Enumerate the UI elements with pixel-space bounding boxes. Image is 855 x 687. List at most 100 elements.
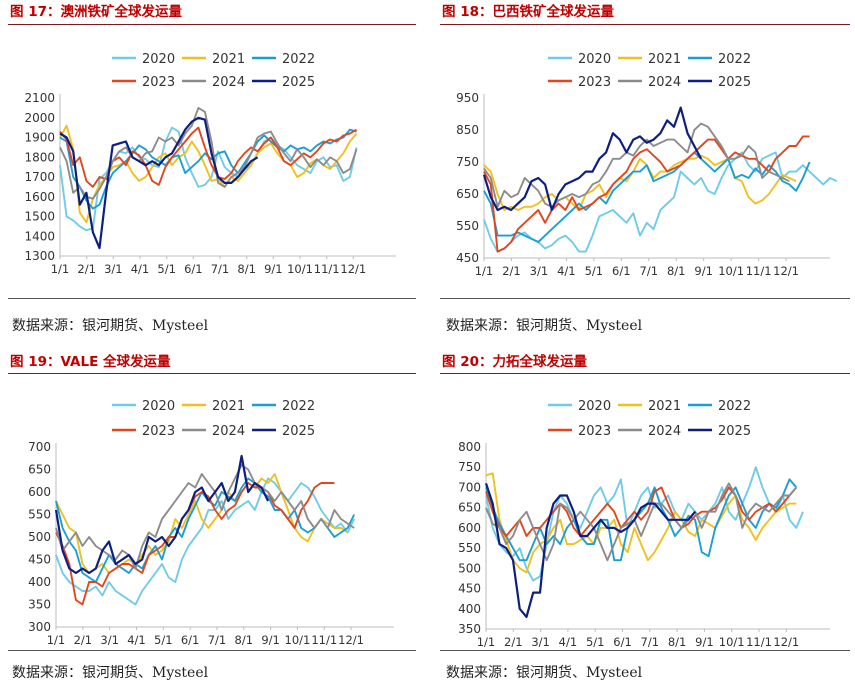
y-tick-label: 450 bbox=[458, 582, 481, 596]
series-line-2023 bbox=[485, 486, 798, 537]
bottom-rule bbox=[8, 298, 416, 299]
legend-label: 2021 bbox=[648, 52, 681, 67]
x-tick-label: 1/1 bbox=[475, 264, 494, 278]
series-line-2024 bbox=[55, 464, 355, 570]
x-tick-label: 7/1 bbox=[208, 633, 227, 647]
legend-label: 2023 bbox=[142, 75, 175, 90]
y-tick-label: 350 bbox=[458, 622, 481, 636]
x-tick-label: 10/1 bbox=[718, 264, 744, 278]
x-tick-label: 4/1 bbox=[127, 633, 146, 647]
x-tick-label: 12/1 bbox=[773, 635, 799, 649]
y-tick-label: 450 bbox=[28, 553, 51, 567]
y-tick-label: 800 bbox=[458, 440, 481, 454]
legend-label: 2020 bbox=[578, 52, 611, 67]
series-line-2024 bbox=[483, 122, 790, 208]
y-tick-label: 700 bbox=[28, 440, 51, 454]
y-tick-label: 650 bbox=[28, 463, 51, 477]
x-tick-label: 9/1 bbox=[694, 264, 713, 278]
x-tick-label: 12/1 bbox=[773, 264, 799, 278]
chart-title: 图 19：VALE 全球发运量 bbox=[10, 354, 171, 370]
x-tick-label: 5/1 bbox=[586, 635, 605, 649]
chart-title: 图 17：澳洲铁矿全球发运量 bbox=[10, 4, 182, 20]
legend-label: 2023 bbox=[142, 424, 175, 439]
x-tick-label: 3/1 bbox=[531, 635, 550, 649]
x-tick-label: 2/1 bbox=[504, 635, 523, 649]
line-chart: 350 400 450 500 550 600 650 700 750 800 1/1 2/1 3/1 4… bbox=[458, 399, 830, 649]
x-tick-label: 8/1 bbox=[237, 262, 256, 276]
y-tick-label: 2100 bbox=[24, 91, 55, 105]
y-tick-label: 750 bbox=[458, 460, 481, 474]
legend-label: 2024 bbox=[212, 424, 245, 439]
y-tick-label: 650 bbox=[456, 187, 479, 201]
y-tick-label: 400 bbox=[458, 602, 481, 616]
chart-title: 图 20：力拓全球发运量 bbox=[442, 354, 587, 370]
legend-label: 2020 bbox=[142, 399, 175, 414]
chart-panel-20: 图 20：力拓全球发运量 350 400 450 500 550 600 650 700 750… bbox=[440, 350, 850, 687]
x-tick-label: 11/1 bbox=[746, 635, 772, 649]
y-tick-label: 350 bbox=[28, 598, 51, 612]
line-chart: 1300 1400 1500 1600 1700 1800 1900 2000 2100 1/1 2… bbox=[24, 52, 396, 276]
x-tick-label: 5/1 bbox=[585, 264, 604, 278]
y-tick-label: 1800 bbox=[24, 150, 55, 164]
y-tick-label: 700 bbox=[458, 480, 481, 494]
y-tick-label: 550 bbox=[458, 541, 481, 555]
y-tick-label: 1600 bbox=[24, 190, 55, 204]
series-line-2024 bbox=[59, 106, 358, 200]
legend-label: 2021 bbox=[212, 399, 245, 414]
x-tick-label: 6/1 bbox=[184, 262, 203, 276]
legend-label: 2023 bbox=[578, 75, 611, 90]
series-line-2025 bbox=[59, 116, 259, 250]
series-line-2022 bbox=[483, 151, 811, 243]
y-tick-label: 1500 bbox=[24, 210, 55, 224]
legend-label: 2022 bbox=[718, 399, 751, 414]
y-tick-label: 500 bbox=[28, 530, 51, 544]
y-tick-label: 500 bbox=[458, 561, 481, 575]
y-tick-label: 750 bbox=[456, 155, 479, 169]
x-tick-label: 9/1 bbox=[264, 262, 283, 276]
series-line-2023 bbox=[483, 135, 810, 253]
legend-label: 2025 bbox=[282, 424, 315, 439]
x-tick-label: 5/1 bbox=[157, 262, 176, 276]
legend-label: 2022 bbox=[282, 399, 315, 414]
x-tick-label: 3/1 bbox=[100, 633, 119, 647]
legend-label: 2025 bbox=[718, 75, 751, 90]
x-tick-label: 9/1 bbox=[261, 633, 280, 647]
legend-label: 2020 bbox=[142, 52, 175, 67]
legend-label: 2025 bbox=[718, 424, 751, 439]
chart-title: 图 18：巴西铁矿全球发运量 bbox=[442, 4, 614, 20]
x-tick-label: 4/1 bbox=[559, 635, 578, 649]
x-tick-label: 12/1 bbox=[340, 262, 366, 276]
x-tick-label: 11/1 bbox=[746, 264, 772, 278]
x-tick-label: 7/1 bbox=[641, 635, 660, 649]
line-chart: 300 350 400 450 500 550 600 650 700 1/1 2/1 3/1 4/1 5… bbox=[28, 399, 394, 647]
series-line-2020 bbox=[55, 477, 356, 606]
x-tick-label: 4/1 bbox=[131, 262, 150, 276]
source-note: 数据来源：银河期货、Mysteel bbox=[446, 665, 643, 681]
legend-label: 2024 bbox=[212, 75, 245, 90]
series-line-2025 bbox=[484, 483, 696, 618]
y-tick-label: 1400 bbox=[24, 229, 55, 243]
x-tick-label: 3/1 bbox=[530, 264, 549, 278]
x-tick-label: 1/1 bbox=[51, 262, 70, 276]
y-tick-label: 1300 bbox=[24, 249, 55, 263]
legend-label: 2025 bbox=[282, 75, 315, 90]
x-tick-label: 10/1 bbox=[287, 262, 313, 276]
x-tick-label: 7/1 bbox=[211, 262, 230, 276]
y-tick-label: 1900 bbox=[24, 131, 55, 145]
series-line-2021 bbox=[483, 154, 797, 211]
x-tick-label: 4/1 bbox=[557, 264, 576, 278]
series-line-2025 bbox=[54, 454, 270, 575]
y-tick-label: 400 bbox=[28, 575, 51, 589]
chart-panel-18: 图 18：巴西铁矿全球发运量 450 550 650 750 850 950 1/1 2/1 3… bbox=[440, 0, 850, 345]
x-tick-label: 3/1 bbox=[104, 262, 123, 276]
bottom-rule bbox=[440, 298, 850, 299]
legend-label: 2021 bbox=[212, 52, 245, 67]
x-tick-label: 8/1 bbox=[668, 635, 687, 649]
x-tick-label: 5/1 bbox=[154, 633, 173, 647]
x-tick-label: 2/1 bbox=[77, 262, 96, 276]
x-tick-label: 1/1 bbox=[47, 633, 66, 647]
bottom-rule bbox=[8, 650, 416, 651]
legend-label: 2022 bbox=[718, 52, 751, 67]
y-tick-label: 550 bbox=[456, 219, 479, 233]
legend-label: 2024 bbox=[648, 75, 681, 90]
